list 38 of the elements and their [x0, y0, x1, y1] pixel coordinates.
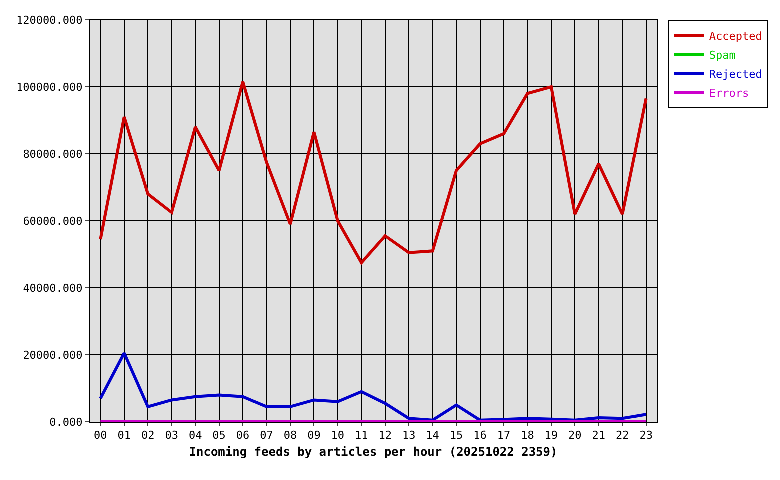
x-tick-label: 06 — [236, 429, 250, 442]
line-series — [99, 80, 648, 264]
x-tick-label: 08 — [284, 429, 298, 442]
y-tick-label: 0.000 — [50, 416, 83, 429]
x-tick-label: 16 — [474, 429, 487, 442]
x-tick-label: 04 — [188, 429, 203, 442]
legend-label: Spam — [709, 48, 736, 62]
x-tick-label: 22 — [616, 429, 630, 442]
x-tick-label: 17 — [497, 429, 511, 442]
x-tick-label: 18 — [521, 429, 534, 442]
x-tick-label: 19 — [544, 429, 558, 442]
x-tick-label: 23 — [640, 429, 653, 442]
y-tick-label: 80000.000 — [23, 148, 83, 161]
x-tick-label: 11 — [355, 429, 368, 442]
y-tick-label: 60000.000 — [23, 214, 83, 228]
x-tick-label: 12 — [378, 429, 392, 442]
y-tick-label: 100000.000 — [16, 80, 83, 94]
y-tick-label: 120000.000 — [16, 14, 83, 27]
legend-label: Accepted — [709, 30, 762, 43]
x-tick-label: 00 — [94, 429, 108, 442]
x-tick-label: 02 — [141, 429, 155, 442]
x-axis-title: Incoming feeds by articles per hour (20251022 2359) — [189, 445, 558, 460]
legend-label: Rejected — [709, 68, 762, 81]
x-tick-label: 13 — [402, 429, 416, 442]
x-tick-label: 21 — [592, 429, 606, 442]
x-tick-label: 03 — [165, 429, 178, 442]
x-tick-label: 09 — [308, 429, 321, 442]
line-series — [99, 352, 648, 422]
legend-label: Errors — [709, 86, 750, 100]
y-tick-label: 40000.000 — [23, 282, 83, 295]
x-tick-label: 15 — [450, 429, 464, 442]
x-tick-label: 05 — [212, 429, 226, 442]
x-tick-label: 10 — [331, 429, 345, 442]
x-tick-label: 14 — [426, 429, 440, 442]
x-tick-label: 01 — [118, 429, 132, 442]
x-tick-label: 20 — [568, 429, 582, 442]
y-tick-label: 20000.000 — [23, 348, 83, 362]
x-tick-label: 07 — [260, 429, 274, 442]
